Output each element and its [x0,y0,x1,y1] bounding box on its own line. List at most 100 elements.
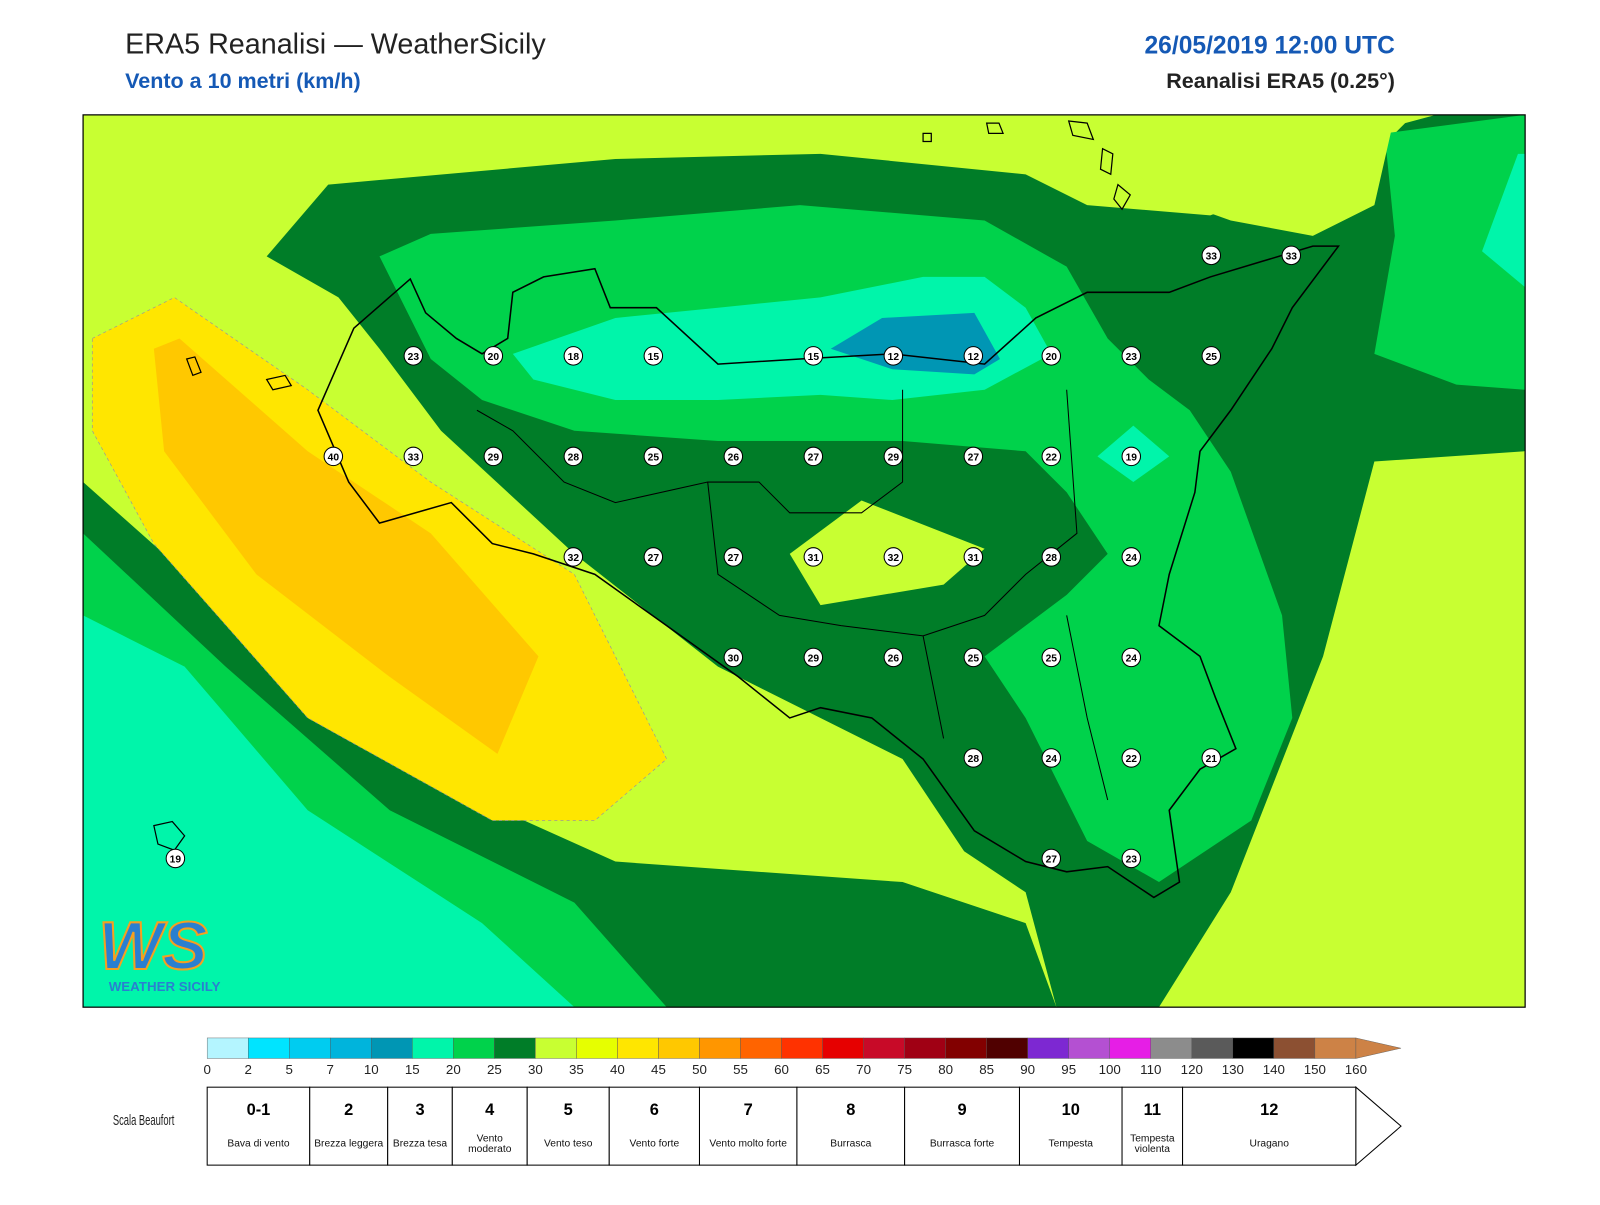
station-marker [1201,346,1222,366]
station-marker [963,547,984,567]
beaufort-box [526,1086,610,1166]
datetime: 26/05/2019 12:00 UTC [1144,32,1395,59]
station-value: 20 [488,352,500,363]
beaufort-desc-box: Vento moderato [468,1134,511,1155]
logo-mark: WS [98,909,207,984]
station-value: 15 [648,352,660,363]
title: ERA5 Reanalisi — WeatherSicily [125,28,546,60]
station-value: 31 [968,553,980,564]
station-marker [323,446,344,467]
beaufort-desc: Brezza tesa [392,1138,448,1150]
station-value: 23 [1126,352,1138,363]
colorbar-segment [986,1037,1028,1059]
beaufort-desc-box: Brezza tesa [392,1138,448,1150]
colorbar-segment [330,1037,372,1059]
station-value: 32 [568,553,580,564]
colorbar-segment [1191,1037,1234,1059]
colorbar-segment [822,1037,864,1059]
colorbar-segment [453,1037,495,1059]
station-marker [723,547,744,567]
station-value: 25 [648,453,660,464]
station-marker [1041,346,1062,366]
station-value: 26 [728,453,740,464]
station-marker [883,346,904,366]
colorbar-segment [945,1037,987,1059]
station-marker [803,346,824,366]
station-value: 22 [1046,453,1058,464]
colorbar-label: 160 [1345,1062,1367,1077]
station-value: 23 [1126,855,1138,866]
colorbar-label: 75 [897,1062,912,1077]
station-marker [563,547,584,567]
beaufort-desc: Burrasca forte [929,1138,995,1150]
colorbar-label: 10 [364,1062,379,1077]
station-marker [165,848,186,869]
station-marker [803,647,824,668]
station-marker [1121,848,1142,869]
subtitle: Vento a 10 metri (km/h) [125,69,361,93]
station-marker [723,446,744,467]
station-marker [963,446,984,467]
colorbar-segment [617,1037,659,1059]
colorbar-segment [247,1037,290,1059]
station-value: 32 [888,553,900,564]
beaufort-box [904,1086,1020,1166]
colorbar-label: 80 [938,1062,953,1077]
beaufort-box [1018,1086,1123,1166]
station-value: 29 [808,654,820,665]
beaufort-force: 3 [415,1101,424,1119]
beaufort-box [451,1086,528,1166]
beaufort-force: 9 [957,1101,966,1119]
colorbar-label: 70 [856,1062,871,1077]
beaufort-desc-box: Vento teso [543,1138,593,1150]
station-value: 18 [568,352,580,363]
map-frame [82,114,1526,1008]
beaufort-desc-box: Tempesta [1048,1138,1093,1150]
colorbar-segment [289,1037,331,1059]
beaufort-desc: Tempesta violenta [1130,1133,1175,1155]
station-value: 28 [968,754,980,765]
beaufort-desc-box: Uragano [1250,1139,1289,1149]
station-marker [1121,547,1142,567]
station-marker [883,647,904,668]
station-marker [963,647,984,668]
station-marker [483,446,504,467]
colorbar-segment [494,1037,536,1059]
station-marker [803,446,824,467]
station-marker [803,547,824,567]
colorbar-label: 35 [569,1062,584,1077]
colorbar-label: 40 [610,1062,625,1077]
station-value: 22 [1126,754,1138,765]
colorbar-label: 95 [1061,1062,1076,1077]
colorbar-label: 60 [774,1062,789,1077]
station-value: 25 [1046,654,1058,665]
colorbar-label: 7 [327,1062,334,1077]
beaufort-force: 2 [344,1101,353,1119]
colorbar-label: 0 [203,1062,210,1077]
colorbar-label: 90 [1020,1062,1035,1077]
colorbar-label: 85 [979,1062,994,1077]
colorbar-label: 15 [405,1062,420,1077]
station-marker [1041,848,1062,869]
station-marker [483,346,504,366]
beaufort-force: 0-1 [247,1101,271,1119]
beaufort-force: 12 [1260,1101,1278,1119]
station-value: 26 [888,654,900,665]
beaufort-desc: Vento teso [543,1138,593,1150]
beaufort-desc: Tempesta [1048,1138,1093,1150]
station-value: 12 [968,352,980,363]
station-value: 27 [808,453,820,464]
beaufort-force: 6 [650,1101,659,1119]
beaufort-desc-box: Vento molto forte [709,1139,787,1149]
station-marker [1121,647,1142,668]
station-marker [1041,446,1062,467]
colorbar-segment [1109,1037,1151,1059]
beaufort-desc: Burrasca [830,1138,872,1150]
beaufort-box [309,1086,389,1166]
station-value: 28 [568,453,580,464]
station-value: 24 [1126,553,1138,564]
beaufort-box [608,1086,700,1166]
station-value: 29 [888,453,900,464]
colorbar-label: 140 [1263,1062,1285,1077]
colorbar-label: 50 [692,1062,707,1077]
